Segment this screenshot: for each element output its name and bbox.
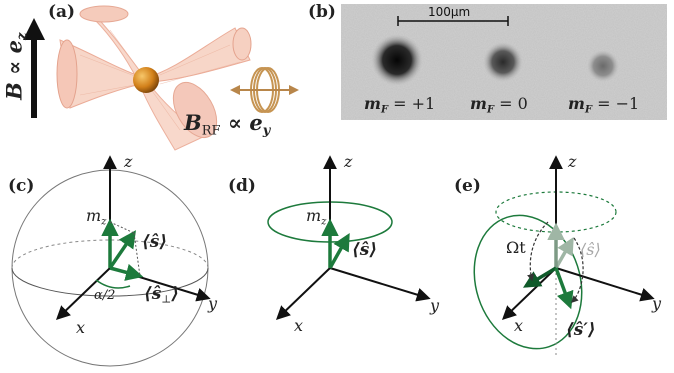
spot-label-m: m xyxy=(470,94,487,113)
absorption-image xyxy=(341,4,667,120)
mz-sub: z xyxy=(321,216,327,228)
c-mz-label: mz xyxy=(86,206,106,227)
mz-sub: z xyxy=(101,216,107,228)
s-perp-sub: ⊥ xyxy=(161,293,172,306)
d-mz-label: mz xyxy=(306,206,326,227)
c-angle-arc xyxy=(95,279,131,289)
sphere-equator-front xyxy=(11,267,209,297)
e-s-prime-vector xyxy=(554,267,574,310)
e-x-axis xyxy=(501,267,557,320)
e-y-axis xyxy=(555,267,655,302)
panel-a-label: (a) xyxy=(48,2,76,22)
rf-field-rest: ∝ e xyxy=(220,110,263,135)
c-s-perp-label: ⟨ŝ⊥⟩ xyxy=(144,284,179,306)
e-gray-s-vector xyxy=(554,236,574,269)
spot-label-value: = 0 xyxy=(493,94,528,113)
spot-label-m: m xyxy=(364,94,381,113)
spot-label-0: mF = 0 xyxy=(470,94,528,115)
laser-beam-1 xyxy=(56,27,252,109)
c-dashed-projection-2 xyxy=(133,232,141,277)
e-omega-t-label: Ωt xyxy=(506,238,526,257)
spot-label-plus1: mF = +1 xyxy=(364,94,435,115)
c-s-perp-vector xyxy=(109,263,144,281)
d-y-axis xyxy=(329,267,431,302)
c-angle-label: α/2 xyxy=(94,288,116,303)
spot-label-sub: F xyxy=(380,104,388,116)
d-x-axis xyxy=(275,267,331,320)
e-rotated-orbit xyxy=(473,214,583,350)
d-s-label: ⟨ŝ⟩ xyxy=(352,240,378,260)
b-field-arrowhead xyxy=(23,18,45,40)
c-s-label: ⟨ŝ⟩ xyxy=(142,232,168,252)
e-rotation-arrow-1 xyxy=(527,221,549,282)
spot-label-value: = −1 xyxy=(591,94,640,113)
e-z-label: z xyxy=(568,152,577,171)
spot-label-sub: F xyxy=(584,104,592,116)
panel-b-label: (b) xyxy=(308,2,336,22)
panel-c-label: (c) xyxy=(8,176,35,196)
spot-label-value: = +1 xyxy=(387,94,436,113)
c-x-axis xyxy=(55,267,111,320)
e-s-prime-label: ⟨ŝ′⟩ xyxy=(566,320,596,340)
e-y-label: y xyxy=(652,294,662,313)
c-dashed-projection-1 xyxy=(109,221,135,234)
rf-field-sub2: y xyxy=(262,123,271,139)
c-s-vector xyxy=(108,230,136,269)
spot-mf-minus1 xyxy=(587,50,619,82)
spot-label-sub: F xyxy=(486,104,494,116)
d-z-label: z xyxy=(344,152,353,171)
c-z-label: z xyxy=(124,152,133,171)
rf-field-label: BRF ∝ ey xyxy=(184,110,270,139)
panel-d-label: (d) xyxy=(228,176,256,196)
e-rotation-arrow-2 xyxy=(570,237,584,304)
panel-d-diagram xyxy=(267,155,431,320)
d-y-label: y xyxy=(430,296,440,315)
s-perp-text: ⟨ŝ xyxy=(144,284,162,304)
mz-text: m xyxy=(306,206,322,225)
rf-field-sub: RF xyxy=(201,123,221,139)
panel-e-label: (e) xyxy=(454,176,481,196)
panel-c-diagram xyxy=(11,155,211,367)
spot-mf-0 xyxy=(483,42,523,82)
c-y-label: y xyxy=(208,294,218,313)
c-x-label: x xyxy=(76,318,86,337)
e-x-label: x xyxy=(514,316,524,335)
e-dark-vector xyxy=(522,266,557,288)
spot-label-m: m xyxy=(568,94,585,113)
spot-label-minus1: mF = −1 xyxy=(568,94,639,115)
e-s-gray-label: ⟨ŝ⟩ xyxy=(580,240,601,259)
mz-text: m xyxy=(86,206,102,225)
d-s-vector xyxy=(328,232,350,269)
spot-mf-plus1 xyxy=(371,34,423,86)
panel-e-diagram xyxy=(473,155,655,355)
laser-beam-2 xyxy=(79,5,218,151)
atom-cloud xyxy=(133,67,159,93)
d-x-label: x xyxy=(294,316,304,335)
s-perp-close: ⟩ xyxy=(171,284,180,304)
rf-field-text: B xyxy=(184,110,202,135)
scale-bar-label: 100μm xyxy=(428,5,471,19)
